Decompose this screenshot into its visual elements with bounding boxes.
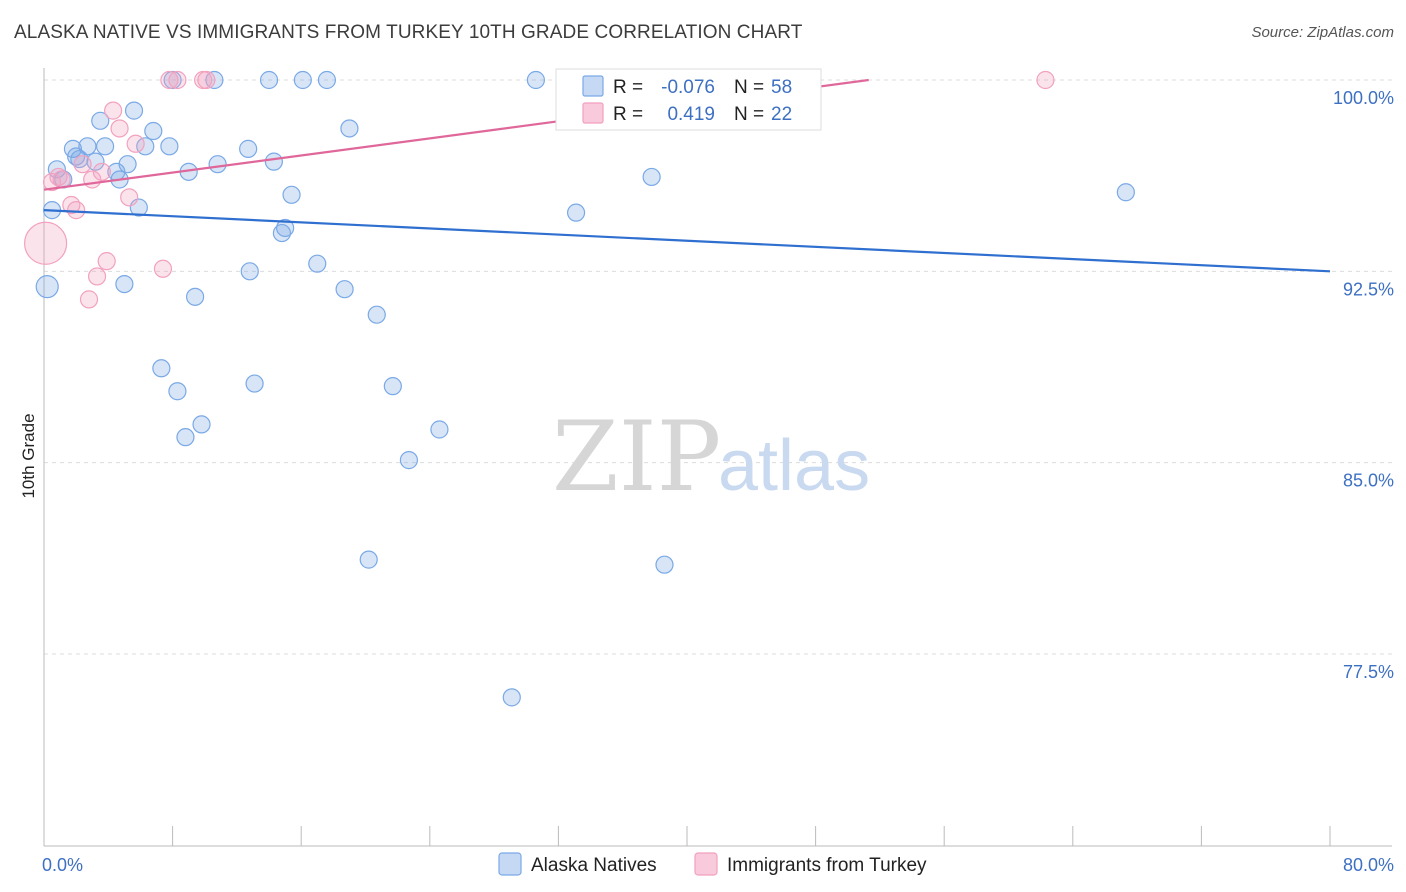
stats-swatch-turkey — [582, 102, 604, 124]
source-credit: Source: ZipAtlas.com — [1251, 24, 1394, 41]
alaska-point-18 — [144, 121, 163, 141]
gridlines — [44, 79, 1392, 655]
alaska-point-47 — [502, 688, 521, 707]
alaska-point-45 — [399, 451, 419, 470]
alaska-point-25 — [186, 287, 205, 306]
alaska-trend-line — [43, 209, 1331, 273]
turkey-point-21 — [1036, 70, 1055, 90]
turkey-point-20 — [197, 70, 216, 90]
alaska-point-32 — [259, 70, 279, 90]
legend-swatch-alaska — [498, 852, 522, 876]
turkey-point-10 — [92, 162, 111, 181]
y-tick-labels: 100.0% 92.5% 85.0% 77.5% — [1333, 88, 1394, 682]
alaska-point-15 — [124, 101, 144, 120]
alaska-point-28 — [208, 155, 227, 174]
stats-n-value: 22 — [771, 104, 792, 125]
stats-r-value: 0.419 — [667, 104, 715, 125]
y-tick-label-0: 100.0% — [1333, 88, 1394, 108]
alaska-point-29 — [239, 139, 258, 158]
alaska-point-42 — [359, 550, 378, 569]
legend-item-alaska[interactable]: Alaska Natives — [498, 852, 657, 876]
alaska-point-40 — [335, 280, 354, 299]
legend-swatch-turkey — [694, 852, 718, 876]
alaska-point-50 — [642, 167, 661, 187]
series-legend: Alaska Natives Immigrants from Turkey — [498, 852, 927, 876]
turkey-point-5 — [67, 201, 86, 220]
alaska-point-23 — [176, 428, 195, 447]
alaska-point-36 — [282, 185, 301, 204]
alaska-point-51 — [655, 555, 674, 574]
alaska-point-37 — [293, 70, 312, 90]
turkey-point-15 — [126, 134, 145, 153]
stats-r-label: R = — [613, 77, 643, 98]
turkey-point-12 — [104, 101, 123, 120]
alaska-point-46 — [430, 420, 449, 439]
stats-row-turkey: R = 0.419 N = 22 — [582, 102, 792, 125]
turkey-point-6 — [73, 155, 92, 174]
stats-n-label: N = — [734, 104, 764, 125]
alaska-point-31 — [245, 374, 264, 393]
y-tick-label-3: 77.5% — [1343, 662, 1394, 682]
stats-n-label: N = — [734, 77, 764, 98]
alaska-point-13 — [115, 274, 134, 294]
stats-row-alaska: R = -0.076 N = 58 — [582, 75, 792, 98]
stats-swatch-alaska — [582, 75, 604, 97]
alaska-point-26 — [192, 415, 211, 434]
turkey-point-13 — [110, 119, 129, 138]
x-tick-labels: 0.0% 80.0% — [42, 855, 1394, 875]
x-tick-label-0: 0.0% — [42, 855, 83, 875]
alaska-point-34 — [272, 223, 292, 243]
legend-label-turkey: Immigrants from Turkey — [727, 855, 927, 876]
turkey-point-0 — [24, 221, 68, 265]
alaska-point-49 — [566, 203, 586, 222]
alaska-point-9 — [91, 111, 110, 130]
alaska-point-41 — [340, 119, 359, 138]
turkey-point-7 — [79, 290, 99, 309]
alaska-point-33 — [264, 152, 283, 171]
alaska-point-35 — [276, 218, 295, 238]
stats-r-label: R = — [613, 104, 643, 125]
alaska-point-38 — [308, 254, 327, 273]
stats-r-value: -0.076 — [661, 77, 715, 98]
turkey-point-3 — [52, 170, 71, 189]
alaska-point-54 — [1116, 183, 1135, 202]
alaska-point-30 — [240, 262, 259, 281]
alaska-point-20 — [160, 137, 179, 156]
data-points — [24, 70, 1135, 707]
turkey-point-16 — [153, 259, 173, 278]
alaska-point-0 — [35, 275, 59, 299]
alaska-point-7 — [78, 137, 97, 156]
turkey-point-2 — [49, 167, 68, 187]
axes — [43, 68, 1392, 847]
stats-legend-box: R = -0.076 N = 58 R = 0.419 N = 22 — [555, 68, 822, 131]
alaska-point-19 — [152, 359, 171, 378]
alaska-point-48 — [526, 70, 545, 90]
y-tick-label-2: 85.0% — [1343, 471, 1394, 491]
legend-label-alaska: Alaska Natives — [531, 855, 657, 876]
alaska-point-14 — [118, 155, 137, 174]
turkey-point-11 — [97, 252, 116, 271]
turkey-point-9 — [87, 267, 107, 286]
watermark-atlas: atlas — [718, 426, 870, 506]
y-tick-label-1: 92.5% — [1343, 279, 1394, 299]
watermark: ZIP atlas — [552, 401, 870, 513]
stats-n-value: 58 — [771, 77, 792, 98]
turkey-point-14 — [120, 188, 139, 207]
y-axis-title: 10th Grade — [19, 413, 38, 498]
legend-item-turkey[interactable]: Immigrants from Turkey — [694, 852, 927, 876]
turkey-point-18 — [168, 70, 187, 90]
alaska-point-39 — [317, 70, 337, 90]
alaska-point-22 — [168, 382, 187, 401]
watermark-zip: ZIP — [552, 401, 721, 513]
alaska-point-10 — [95, 137, 115, 156]
chart-title: ALASKA NATIVE VS IMMIGRANTS FROM TURKEY … — [14, 22, 803, 43]
turkey-point-4 — [62, 195, 81, 215]
alaska-point-44 — [383, 377, 402, 396]
x-tick-label-1: 80.0% — [1343, 855, 1394, 875]
alaska-point-43 — [367, 305, 386, 324]
